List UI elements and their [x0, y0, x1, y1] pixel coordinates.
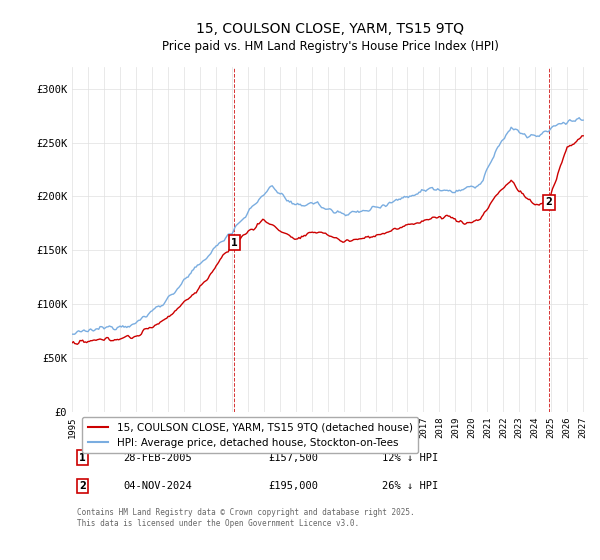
Text: Contains HM Land Registry data © Crown copyright and database right 2025.
This d: Contains HM Land Registry data © Crown c… — [77, 508, 415, 528]
Text: 2: 2 — [79, 481, 86, 491]
Text: 12% ↓ HPI: 12% ↓ HPI — [382, 452, 438, 463]
Text: 26% ↓ HPI: 26% ↓ HPI — [382, 481, 438, 491]
Text: 1: 1 — [231, 238, 238, 248]
Text: 28-FEB-2005: 28-FEB-2005 — [124, 452, 193, 463]
Text: 2: 2 — [545, 197, 552, 207]
Text: £195,000: £195,000 — [268, 481, 318, 491]
Text: £157,500: £157,500 — [268, 452, 318, 463]
Text: 15, COULSON CLOSE, YARM, TS15 9TQ: 15, COULSON CLOSE, YARM, TS15 9TQ — [196, 22, 464, 36]
Text: Price paid vs. HM Land Registry's House Price Index (HPI): Price paid vs. HM Land Registry's House … — [161, 40, 499, 53]
Text: 1: 1 — [79, 452, 86, 463]
Legend: 15, COULSON CLOSE, YARM, TS15 9TQ (detached house), HPI: Average price, detached: 15, COULSON CLOSE, YARM, TS15 9TQ (detac… — [82, 417, 418, 452]
Text: 04-NOV-2024: 04-NOV-2024 — [124, 481, 193, 491]
